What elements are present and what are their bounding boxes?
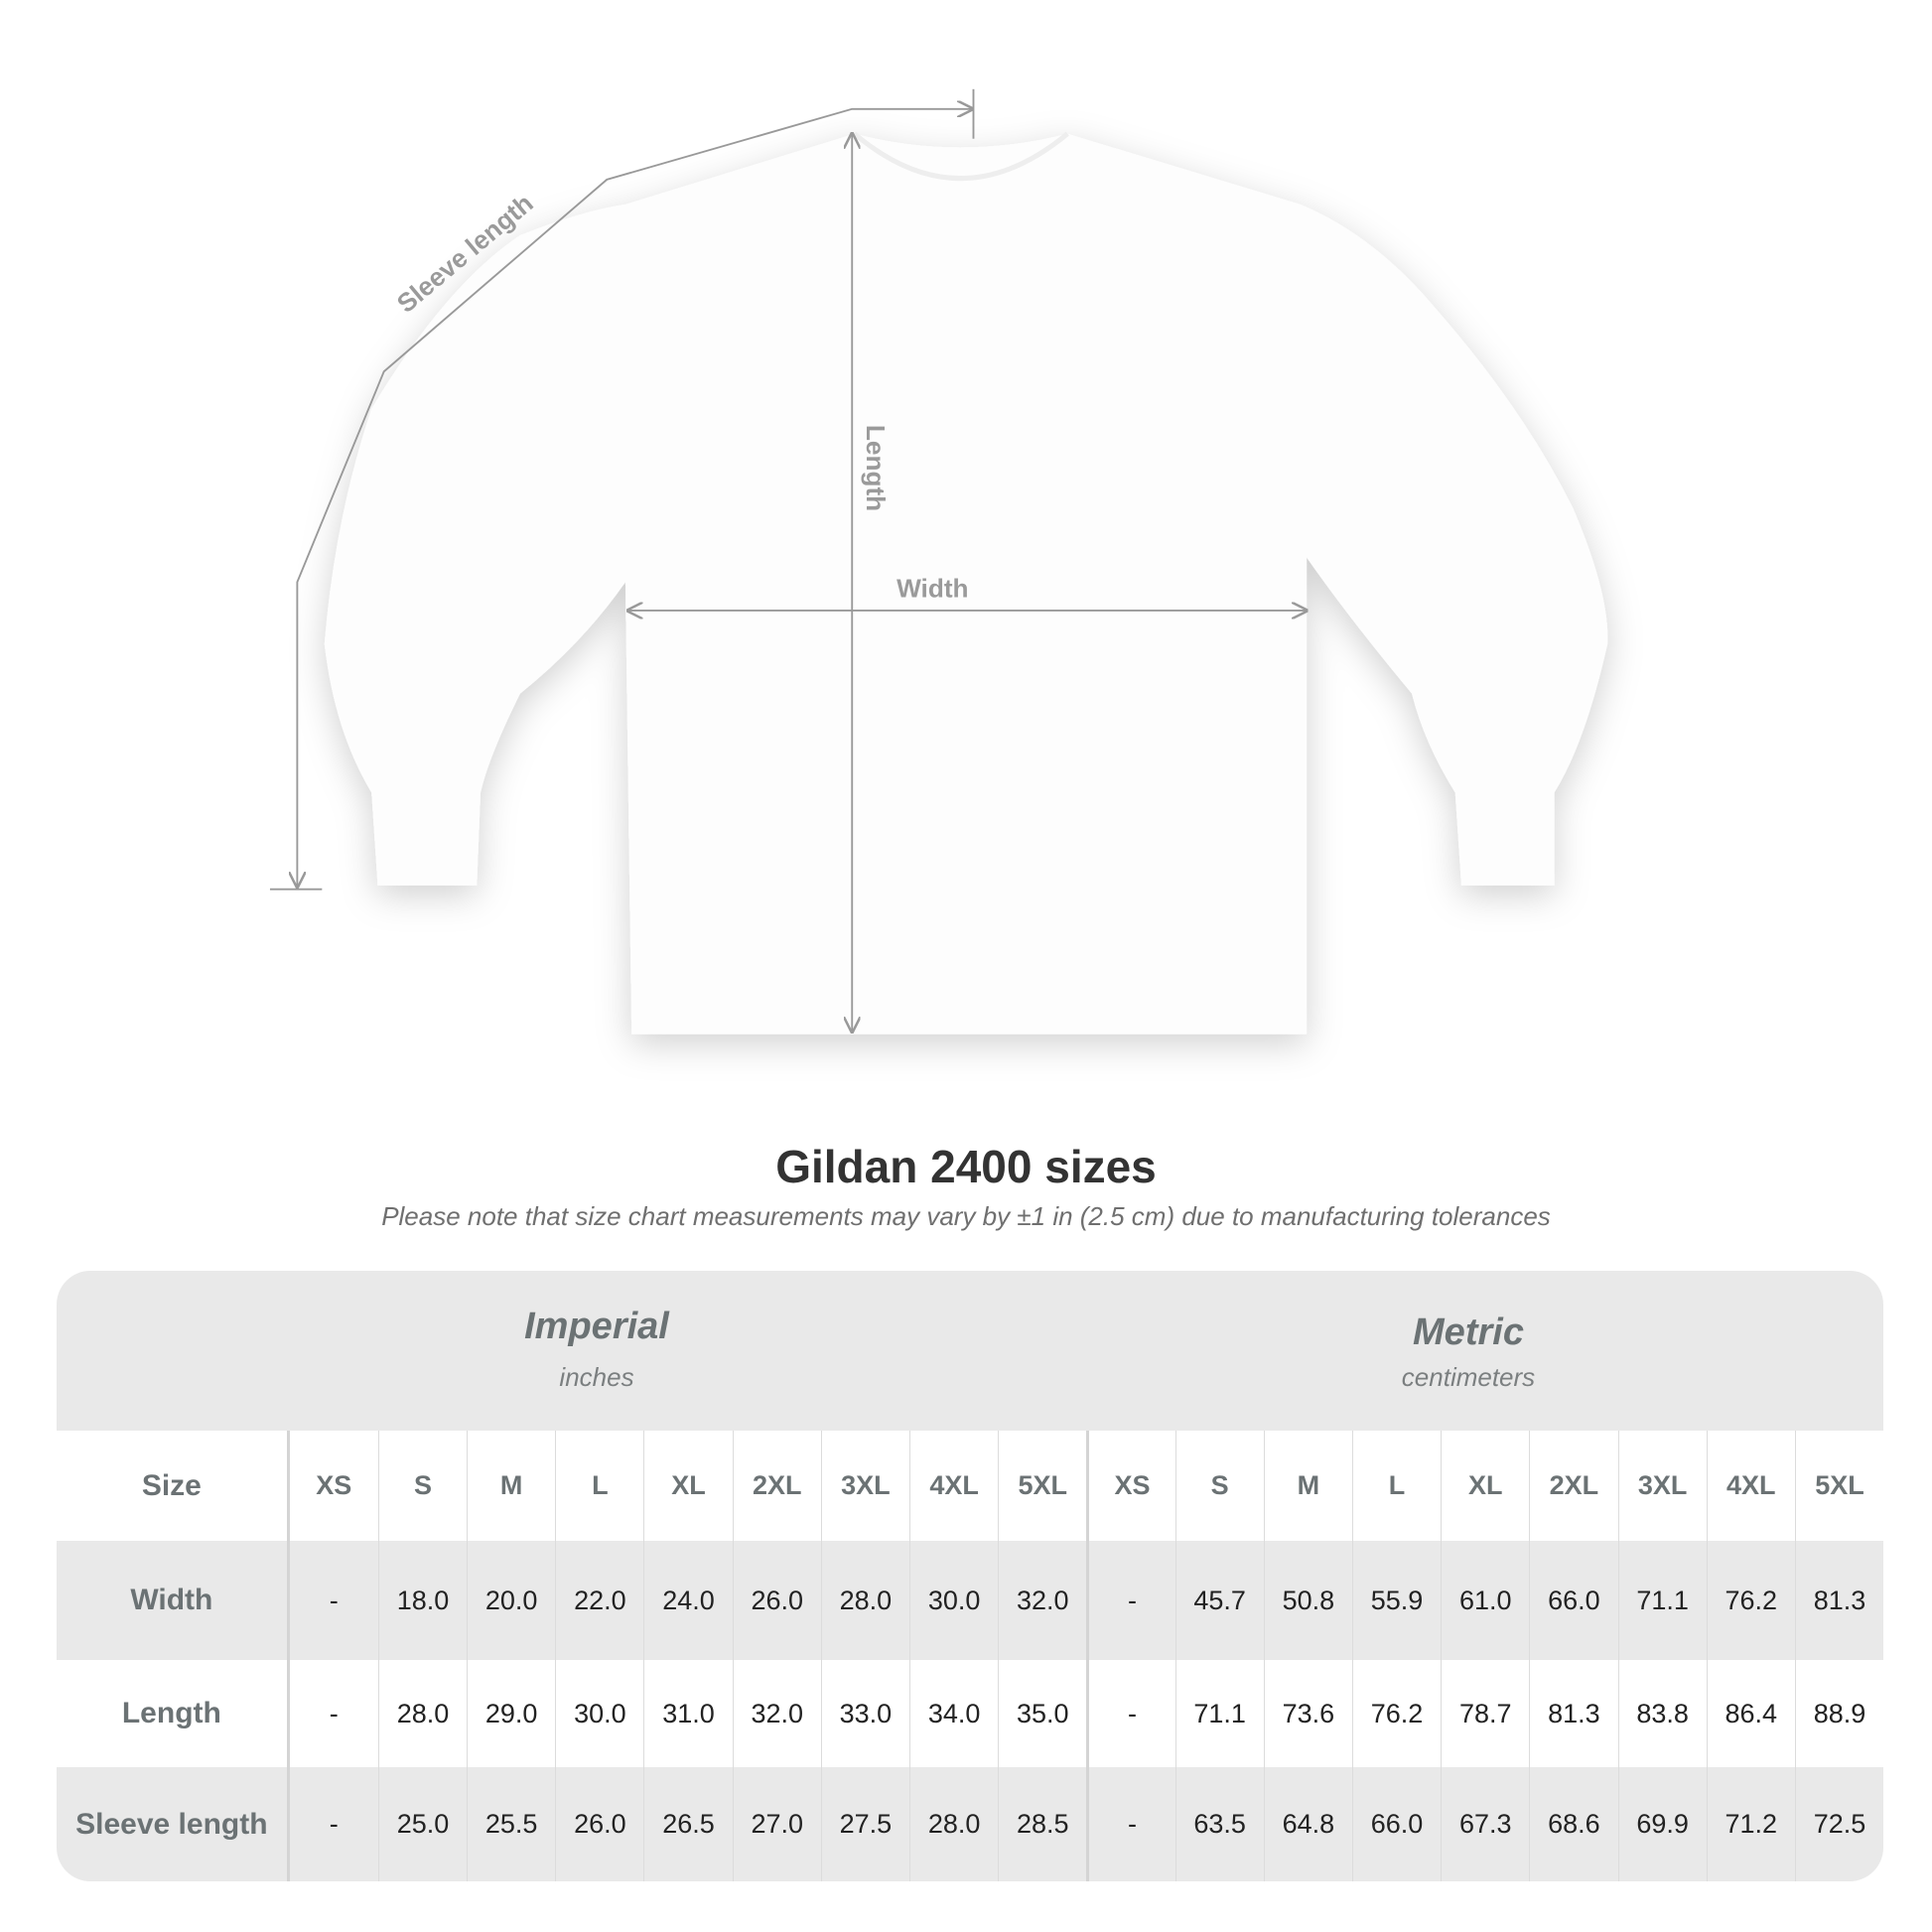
table-cell: - [329, 1809, 339, 1839]
size-header-cell: 5XL [1794, 1431, 1883, 1541]
table-cell: 28.0 [909, 1767, 998, 1881]
metric-name: Metric [1413, 1311, 1524, 1353]
size-header-cell: S [377, 1431, 467, 1541]
table-cell: 86.4 [1706, 1660, 1795, 1767]
table-cell: 28.0 [820, 1541, 909, 1660]
table-row: Width -18.0 20.0 22.0 24.0 26.0 28.0 30.0 32.0-4… [57, 1541, 1883, 1660]
size-header-cell: M [1263, 1431, 1352, 1541]
table-cell: 63.5 [1174, 1767, 1264, 1881]
table-cell: 69.9 [1617, 1767, 1707, 1881]
table-cell: 31.0 [643, 1660, 732, 1767]
table-cell: 30.0 [909, 1541, 998, 1660]
subtitle: Please note that size chart measurements… [381, 1201, 1551, 1231]
size-header-cell: 4XL [909, 1431, 998, 1541]
metric-header: Metric centimeters [1220, 1311, 1717, 1393]
table-cell: 66.0 [1351, 1767, 1441, 1881]
table-cell: 83.8 [1617, 1660, 1707, 1767]
table-cell: 71.1 [1174, 1660, 1264, 1767]
table-row: Sleeve length -25.0 25.5 26.0 26.5 27.0 27.5 28… [57, 1767, 1883, 1881]
size-header-cell: 3XL [1617, 1431, 1707, 1541]
size-header-cell: XS [316, 1470, 352, 1500]
row-label: Sleeve length [57, 1767, 290, 1881]
table-cell: 27.5 [820, 1767, 909, 1881]
table-cell: 67.3 [1441, 1767, 1529, 1881]
table-cell: 73.6 [1263, 1660, 1352, 1767]
imperial-header: Imperial inches [348, 1306, 845, 1393]
metric-unit: centimeters [1401, 1362, 1536, 1392]
table-cell: 20.0 [467, 1541, 555, 1660]
size-header-cell: XL [643, 1431, 732, 1541]
table-cell: - [329, 1698, 339, 1728]
table-cell: 28.0 [377, 1660, 467, 1767]
table-cell: - [329, 1585, 339, 1615]
size-header-cell: XS [1086, 1431, 1174, 1541]
table-cell: 66.0 [1529, 1541, 1617, 1660]
sleeve-length-line [297, 109, 972, 887]
table-cell: - [1086, 1660, 1174, 1767]
size-header-cell: M [467, 1431, 555, 1541]
table-cell: 22.0 [555, 1541, 643, 1660]
table-cell: 28.5 [998, 1767, 1086, 1881]
size-header-cell: S [1174, 1431, 1264, 1541]
size-header-cell: XL [1441, 1431, 1529, 1541]
table-cell: 61.0 [1441, 1541, 1529, 1660]
table-cell: - [1086, 1541, 1174, 1660]
table-cell: 45.7 [1174, 1541, 1264, 1660]
table-cell: 68.6 [1529, 1767, 1617, 1881]
table-cell: 26.5 [643, 1767, 732, 1881]
table-cell: 71.2 [1706, 1767, 1795, 1881]
size-header-row: Size XS S M L XL 2XL 3XL 4XL 5XL XS S M L XL 2XL 3XL 4XL 5… [57, 1431, 1883, 1541]
table-cell: 25.5 [467, 1767, 555, 1881]
table-cell: 30.0 [555, 1660, 643, 1767]
table-row: Length -28.0 29.0 30.0 31.0 32.0 33.0 34.0 35.0-… [57, 1660, 1883, 1767]
row-label: Length [57, 1660, 290, 1767]
width-label: Width [897, 573, 968, 603]
table-cell: 34.0 [909, 1660, 998, 1767]
size-header-cell: L [1351, 1431, 1441, 1541]
row-label: Width [57, 1541, 290, 1660]
table-cell: 72.5 [1794, 1767, 1883, 1881]
size-header-cell: 2XL [732, 1431, 821, 1541]
table-cell: 26.0 [732, 1541, 821, 1660]
table-cell: 88.9 [1794, 1660, 1883, 1767]
unit-header [57, 1271, 1883, 1431]
table-cell: 25.0 [377, 1767, 467, 1881]
imperial-name: Imperial [524, 1306, 669, 1347]
table-cell: 55.9 [1351, 1541, 1441, 1660]
table-cell: 78.7 [1441, 1660, 1529, 1767]
table-cell: 24.0 [643, 1541, 732, 1660]
table-cell: 35.0 [998, 1660, 1086, 1767]
table-cell: 64.8 [1263, 1767, 1352, 1881]
table-cell: 81.3 [1794, 1541, 1883, 1660]
size-header-cell: 5XL [998, 1431, 1086, 1541]
table-cell: 50.8 [1263, 1541, 1352, 1660]
table-cell: 33.0 [820, 1660, 909, 1767]
size-header-cell: 2XL [1529, 1431, 1617, 1541]
table-cell: 32.0 [732, 1660, 821, 1767]
imperial-unit: inches [559, 1362, 634, 1392]
size-table: Imperial inches Metric centimeters Size X… [57, 1271, 1883, 1881]
table-cell: 26.0 [555, 1767, 643, 1881]
length-label: Length [861, 425, 891, 511]
table-cell: - [1086, 1767, 1174, 1881]
table-cell: 27.0 [732, 1767, 821, 1881]
size-header-cell: 4XL [1706, 1431, 1795, 1541]
table-cell: 71.1 [1617, 1541, 1707, 1660]
size-header-cell: L [555, 1431, 643, 1541]
table-cell: 76.2 [1351, 1660, 1441, 1767]
table-cell: 81.3 [1529, 1660, 1617, 1767]
table-cell: 18.0 [377, 1541, 467, 1660]
table-cell: 29.0 [467, 1660, 555, 1767]
row-label: Size [57, 1431, 290, 1541]
table-cell: 76.2 [1706, 1541, 1795, 1660]
page-title: Gildan 2400 sizes [775, 1141, 1157, 1192]
table-cell: 32.0 [998, 1541, 1086, 1660]
size-header-cell: 3XL [820, 1431, 909, 1541]
